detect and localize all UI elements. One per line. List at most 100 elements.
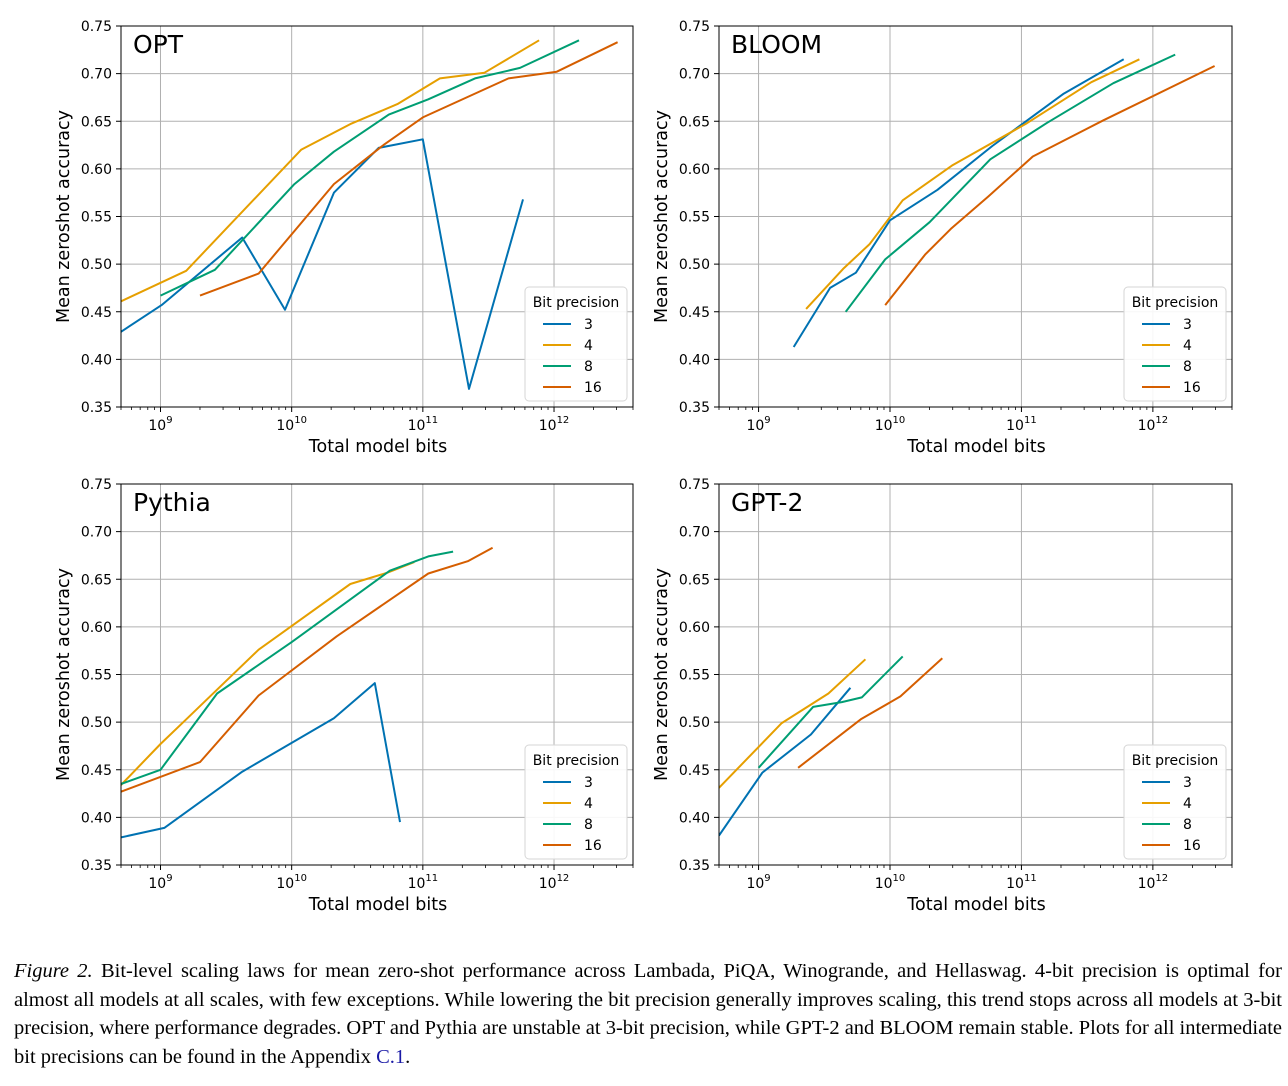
y-tick-label: 0.75 [679,477,710,493]
legend-entry: 3 [584,317,593,333]
legend: Bit precision 3 4 8 16 [1123,744,1227,860]
chart-panel-pythia: 109 1010 1011 1012 0.35 0.40 0.45 0.50 0.55 0.60 0… [54,477,634,915]
y-tick-label: 0.45 [81,763,112,779]
y-tick-label: 0.35 [81,858,112,874]
scaling-law-figure: 109 1010 1011 1012 0.35 0.40 0.45 0.50 0.55 0.60 0… [54,19,1233,915]
y-tick-label: 0.45 [679,305,710,321]
legend-box [1123,744,1227,860]
legend-box [524,744,628,860]
legend-box [524,286,628,402]
y-tick-label: 0.70 [679,67,710,83]
axes-frame [120,483,634,866]
series-line-4-bit [719,658,867,789]
legend-box [1123,286,1227,402]
legend-entry: 4 [1183,338,1192,354]
appendix-link[interactable]: C.1 [376,1045,406,1068]
legend-entry: 4 [584,796,593,812]
y-tick-label: 0.40 [679,352,710,368]
legend-entry: 8 [584,359,593,375]
y-tick-label: 0.50 [679,257,710,273]
chart-panel-opt: 109 1010 1011 1012 0.35 0.40 0.45 0.50 0.55 0.60 0… [54,19,634,457]
x-tick-label: 1011 [408,415,439,434]
x-tick-label: 1011 [1006,415,1037,434]
legend-entry: 3 [1183,317,1192,333]
legend-entry: 3 [1183,775,1192,791]
series-line-3-bit [792,58,1125,348]
legend-title: Bit precision [533,295,620,311]
x-tick-label: 1012 [539,415,570,434]
x-axis-label: Total model bits [906,437,1045,457]
y-tick-label: 0.70 [81,525,112,541]
x-tick-label: 1012 [1138,873,1169,892]
series-group [121,546,494,839]
axes-frame [120,25,634,408]
axes-frame [718,25,1233,408]
chart-panel-gpt-2: 109 1010 1011 1012 0.35 0.40 0.45 0.50 0.55 0.60 0… [652,477,1233,915]
series-line-4-bit [805,58,1140,310]
y-axis-label: Mean zeroshot accuracy [54,568,74,781]
panel-title: OPT [133,30,184,59]
y-tick-label: 0.55 [81,668,112,684]
legend-entry: 3 [584,775,593,791]
y-tick-label: 0.55 [81,210,112,226]
figure-caption: Figure 2. Bit-level scaling laws for mea… [14,957,1282,1071]
y-tick-label: 0.50 [81,257,112,273]
y-axis-label: Mean zeroshot accuracy [54,110,74,323]
caption-end: . [405,1045,411,1068]
legend: Bit precision 3 4 8 16 [524,744,628,860]
x-tick-label: 1011 [1006,873,1037,892]
x-tick-label: 1010 [875,873,906,892]
y-tick-label: 0.40 [81,810,112,826]
y-tick-label: 0.70 [679,525,710,541]
legend-entry: 16 [584,838,602,854]
y-axis-label: Mean zeroshot accuracy [652,110,672,323]
legend: Bit precision 3 4 8 16 [1123,286,1227,402]
caption-text: Bit-level scaling laws for mean zero-sho… [14,960,1282,1068]
x-axis-label: Total model bits [308,895,447,915]
series-line-3-bit [121,682,401,839]
series-line-3-bit [719,687,852,837]
axes-frame [718,483,1233,866]
series-line-16-bit [121,546,494,793]
y-tick-label: 0.35 [679,400,710,416]
y-tick-label: 0.65 [81,572,112,588]
x-tick-label: 109 [148,415,172,434]
y-tick-label: 0.75 [81,19,112,35]
x-tick-label: 109 [746,415,770,434]
y-tick-label: 0.60 [81,162,112,178]
y-axis-label: Mean zeroshot accuracy [652,568,672,781]
panel-title: BLOOM [731,30,822,59]
legend: Bit precision 3 4 8 16 [524,286,628,402]
y-tick-label: 0.65 [679,114,710,130]
panel-title: GPT-2 [731,488,803,517]
chart-panel-bloom: 109 1010 1011 1012 0.35 0.40 0.45 0.50 0.55 0.60 0… [652,19,1233,457]
x-tick-label: 1012 [1138,415,1169,434]
legend-entry: 8 [1183,817,1192,833]
caption-label: Figure 2. [14,960,93,982]
y-tick-label: 0.60 [679,162,710,178]
x-tick-label: 1010 [276,415,307,434]
y-tick-label: 0.35 [679,858,710,874]
series-group [792,53,1216,348]
x-tick-label: 1012 [539,873,570,892]
x-axis-label: Total model bits [308,437,447,457]
x-tick-label: 109 [746,873,770,892]
legend-title: Bit precision [1132,295,1219,311]
legend-title: Bit precision [1132,753,1219,769]
y-tick-label: 0.70 [81,67,112,83]
series-line-4-bit [121,561,415,786]
y-tick-label: 0.60 [679,620,710,636]
legend-entry: 8 [1183,359,1192,375]
y-tick-label: 0.45 [679,763,710,779]
series-line-16-bit [884,65,1216,306]
x-tick-label: 1010 [875,415,906,434]
series-line-16-bit [199,41,619,297]
series-group [719,655,943,837]
legend-entry: 16 [584,380,602,396]
legend-entry: 16 [1183,838,1201,854]
y-tick-label: 0.60 [81,620,112,636]
series-line-16-bit [797,657,943,769]
y-tick-label: 0.45 [81,305,112,321]
x-tick-label: 1011 [408,873,439,892]
y-tick-label: 0.65 [679,572,710,588]
